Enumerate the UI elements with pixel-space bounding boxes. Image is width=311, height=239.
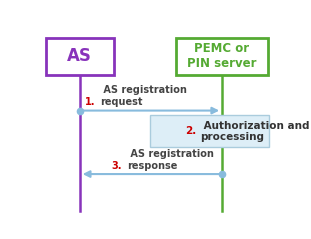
Text: PEMC or
PIN server: PEMC or PIN server: [187, 42, 257, 70]
FancyBboxPatch shape: [150, 115, 269, 147]
Text: AS registration
response: AS registration response: [127, 149, 214, 171]
FancyBboxPatch shape: [46, 38, 114, 75]
Text: Authorization and
processing: Authorization and processing: [200, 120, 310, 142]
FancyBboxPatch shape: [176, 38, 268, 75]
Text: 1.: 1.: [85, 97, 95, 107]
Text: 2.: 2.: [185, 126, 196, 136]
Text: AS registration
request: AS registration request: [100, 85, 187, 107]
Text: AS: AS: [67, 47, 92, 65]
Text: 3.: 3.: [111, 161, 122, 171]
